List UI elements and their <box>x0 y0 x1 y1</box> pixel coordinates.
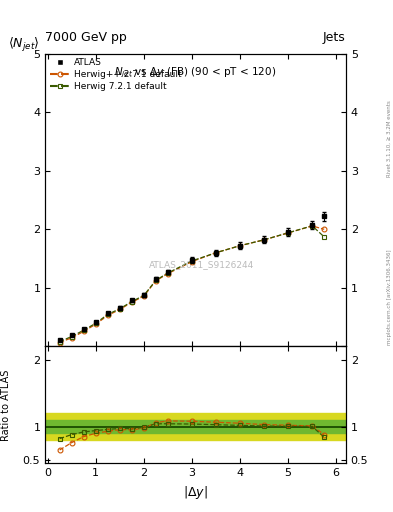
Text: 7000 GeV pp: 7000 GeV pp <box>45 31 127 44</box>
Legend: ATLAS, Herwig++ 2.7.1 default, Herwig 7.2.1 default: ATLAS, Herwig++ 2.7.1 default, Herwig 7.… <box>50 58 182 91</box>
Text: Rivet 3.1.10, ≥ 3.2M events: Rivet 3.1.10, ≥ 3.2M events <box>387 100 392 177</box>
X-axis label: $|\Delta y|$: $|\Delta y|$ <box>183 484 208 501</box>
Y-axis label: Ratio to ATLAS: Ratio to ATLAS <box>1 369 11 440</box>
Text: ATLAS_2011_S9126244: ATLAS_2011_S9126244 <box>149 260 254 269</box>
Y-axis label: $\langle N_{jet}\rangle$: $\langle N_{jet}\rangle$ <box>8 36 40 54</box>
Text: Jets: Jets <box>323 31 346 44</box>
Text: $N_{jet}$ vs $\Delta y$ (FB) (90 < pT < 120): $N_{jet}$ vs $\Delta y$ (FB) (90 < pT < … <box>114 66 277 80</box>
Text: mcplots.cern.ch [arXiv:1306.3436]: mcplots.cern.ch [arXiv:1306.3436] <box>387 249 392 345</box>
